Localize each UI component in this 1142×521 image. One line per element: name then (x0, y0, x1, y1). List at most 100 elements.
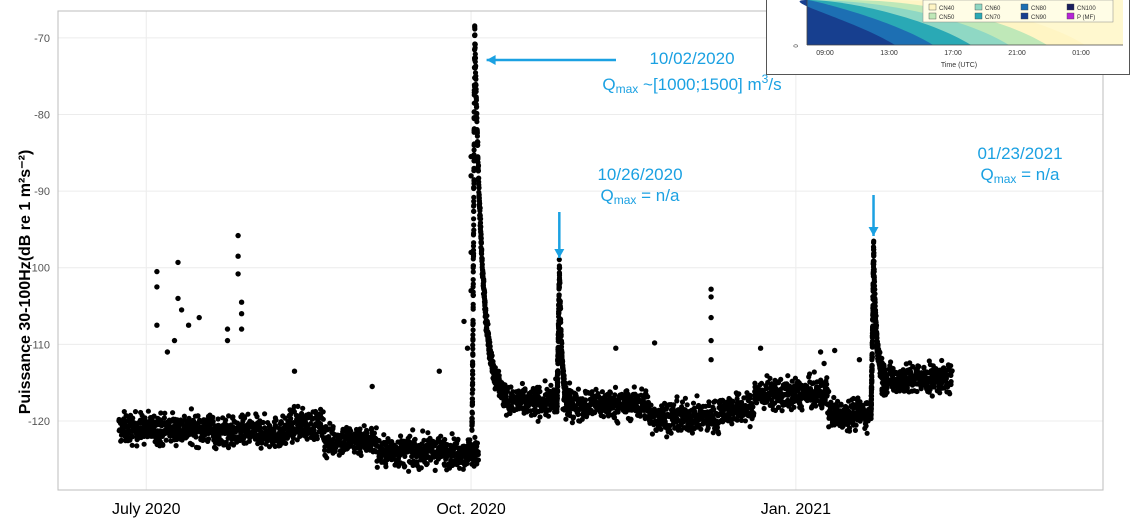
data-point (554, 403, 560, 409)
annotation-arrow-3 (868, 195, 879, 236)
data-point (649, 431, 656, 437)
data-point (442, 436, 448, 443)
data-point (432, 467, 438, 473)
data-point (471, 208, 477, 214)
data-point (874, 331, 880, 337)
data-point (410, 427, 416, 433)
inset-legend-swatch (974, 12, 983, 20)
data-point (141, 441, 147, 447)
data-point (289, 439, 295, 445)
data-point (470, 363, 476, 369)
data-point (171, 337, 178, 344)
data-point (471, 227, 477, 233)
data-point (767, 375, 773, 381)
data-point (819, 403, 825, 409)
data-point (785, 373, 791, 379)
data-point (835, 398, 841, 404)
data-point (173, 443, 179, 449)
data-point (129, 434, 136, 440)
data-point (556, 292, 562, 298)
data-point (260, 419, 266, 426)
data-point (556, 257, 562, 263)
data-point (881, 372, 887, 378)
data-point (537, 414, 543, 420)
data-point (210, 414, 216, 420)
data-point (939, 357, 945, 364)
data-point (478, 231, 484, 237)
data-point (884, 389, 890, 395)
data-point (548, 382, 554, 388)
data-point (461, 318, 467, 325)
data-point (921, 365, 927, 371)
data-point (563, 416, 569, 422)
inset-x-tick: 09:00 (816, 50, 834, 57)
data-point (160, 442, 166, 448)
data-point (225, 445, 232, 451)
data-point (869, 386, 875, 392)
data-point (570, 415, 576, 421)
data-point (383, 461, 389, 467)
data-point (799, 407, 805, 413)
qmax-symbol: Q (602, 75, 616, 94)
inset-legend-label: P (MF) (1077, 15, 1095, 21)
data-point (868, 415, 874, 422)
data-point (320, 416, 326, 422)
data-point (716, 431, 722, 437)
data-point (473, 82, 479, 88)
data-point (868, 412, 874, 418)
inset-x-tick: 17:00 (944, 50, 962, 57)
data-point (754, 400, 760, 406)
inset-legend: CN40 CN50 CN60 CN70 CN80 CN90 CN100 P (MF) (922, 0, 1114, 23)
data-point (436, 368, 442, 374)
data-point (817, 349, 824, 355)
x-tick-label: Jan. 2021 (761, 501, 831, 518)
data-point (398, 433, 404, 439)
data-point (711, 406, 717, 413)
data-point (470, 263, 476, 269)
data-point (559, 350, 565, 356)
data-point (821, 360, 827, 367)
data-point (877, 349, 883, 356)
data-point (605, 413, 612, 419)
data-point (542, 378, 548, 384)
data-point (742, 418, 749, 424)
data-point (224, 337, 231, 344)
data-point (545, 413, 552, 419)
data-point (471, 222, 477, 228)
data-point (482, 299, 488, 305)
data-point (154, 284, 160, 290)
data-point (290, 435, 296, 441)
inset-x-ticks: 09:00 13:00 17:00 21:00 01:00 (816, 50, 1090, 57)
data-point (871, 266, 877, 272)
data-point (418, 465, 424, 471)
data-point (615, 420, 621, 426)
data-point (869, 367, 875, 373)
data-point (645, 394, 651, 400)
data-point (470, 352, 476, 358)
data-point (750, 404, 756, 410)
data-point (468, 249, 474, 256)
data-point (931, 384, 937, 390)
data-point (508, 384, 514, 390)
data-point (947, 391, 953, 397)
data-point (154, 322, 160, 328)
data-point (475, 168, 481, 174)
data-point (402, 453, 408, 459)
data-point (235, 232, 241, 239)
data-point (473, 97, 479, 103)
annotation-arrows (486, 55, 879, 258)
data-point (475, 457, 481, 463)
data-point (381, 432, 387, 438)
data-point (188, 406, 194, 412)
data-point (536, 384, 542, 390)
data-point (558, 305, 564, 312)
data-point (479, 257, 485, 263)
inset-x-axis-label: Time (UTC) (941, 62, 977, 69)
data-point (916, 363, 922, 370)
data-point (555, 388, 561, 394)
data-point (612, 392, 618, 398)
data-point (477, 205, 483, 211)
data-point (481, 278, 487, 284)
data-point (479, 246, 485, 252)
data-point (464, 345, 471, 351)
